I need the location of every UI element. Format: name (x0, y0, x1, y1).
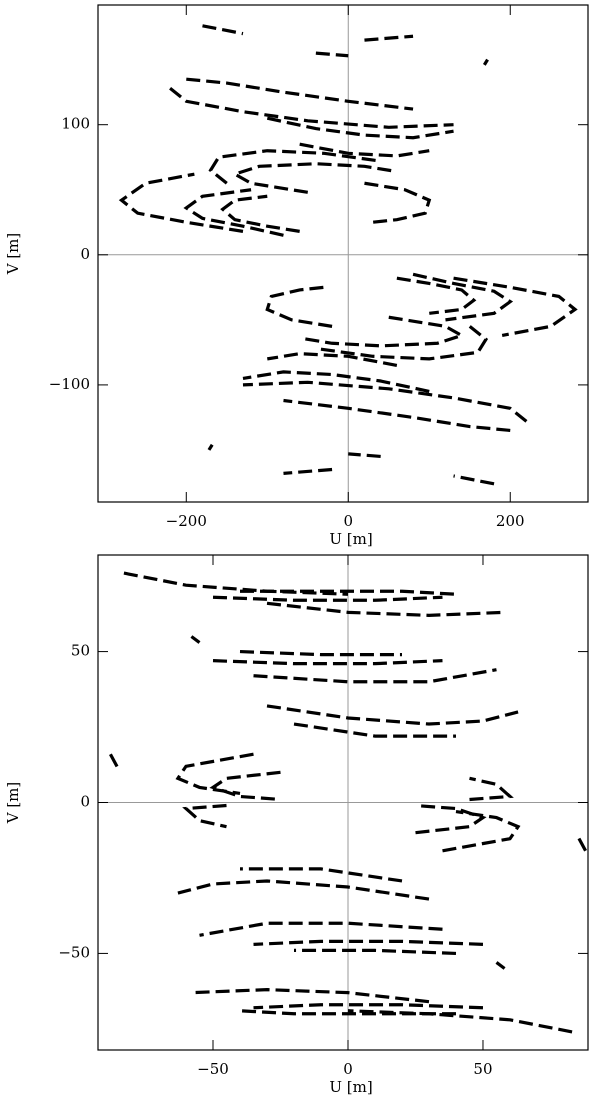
x-tick-label: 50 (473, 1060, 492, 1078)
uv-track (267, 352, 398, 367)
x-tick-label: 0 (343, 512, 353, 530)
uv-track (177, 879, 430, 901)
uv-track (453, 474, 495, 486)
uv-track (396, 276, 477, 315)
uv-track (266, 116, 454, 140)
uv-track (266, 601, 505, 617)
y-tick-label: 0 (80, 793, 90, 811)
uv-track (347, 1009, 573, 1034)
uv-track (242, 380, 528, 423)
y-axis-label: V [m] (4, 782, 22, 825)
uv-track (208, 149, 381, 185)
uv-track (175, 752, 254, 796)
uv-track (109, 753, 120, 771)
y-axis-label: V [m] (4, 233, 22, 276)
uv-track (265, 285, 333, 328)
y-tick-label: 0 (80, 245, 90, 263)
uv-track (293, 722, 456, 738)
uv-track (190, 635, 201, 644)
uv-track (315, 325, 489, 361)
uv-track (315, 51, 349, 58)
uv-track (169, 87, 454, 129)
plot-frame (97, 4, 589, 503)
uv-track (442, 809, 521, 853)
y-tick-label: 50 (71, 642, 90, 660)
uv-track (253, 1003, 484, 1010)
uv-track (230, 162, 398, 194)
uv-track (240, 589, 457, 596)
uv-track (186, 77, 414, 111)
uv-track (239, 1009, 456, 1016)
uv-track (469, 776, 514, 802)
uv-track (253, 939, 484, 946)
uv-track (283, 467, 333, 475)
uv-track (202, 24, 244, 36)
uv-track (182, 803, 227, 829)
uv-track (212, 595, 443, 602)
uv-track (207, 443, 214, 451)
x-tick-label: 200 (496, 512, 525, 530)
uv-track (364, 181, 432, 224)
y-tick-label: −50 (58, 943, 90, 961)
y-tick-label: −100 (49, 375, 90, 393)
uv-track (183, 188, 284, 237)
x-axis-label: U [m] (329, 530, 372, 548)
x-tick-label: −50 (197, 1060, 229, 1078)
x-tick-label: −200 (166, 512, 207, 530)
uv-track (453, 276, 578, 338)
uv-track (123, 571, 349, 596)
uv-track (348, 452, 381, 459)
uv-track (220, 194, 300, 233)
uv-track (191, 988, 430, 1004)
uv-track (199, 921, 443, 937)
y-tick-label: 100 (61, 115, 90, 133)
uv-track (299, 315, 466, 348)
uv-track (266, 704, 519, 726)
uv-track (239, 649, 402, 657)
x-axis-label: U [m] (329, 1078, 372, 1096)
uv-track (118, 172, 244, 233)
uv-track (482, 58, 489, 66)
uv-track (242, 370, 430, 393)
x-tick-label: 0 (343, 1060, 353, 1078)
uv-track (212, 659, 443, 666)
uv-track (412, 272, 514, 322)
uv-track (576, 834, 587, 852)
uv-track (253, 668, 497, 684)
uv-track (209, 770, 281, 802)
uv-track (240, 867, 403, 883)
uv-track (294, 948, 457, 956)
uv-track (283, 398, 511, 433)
uv-track (364, 34, 414, 42)
uv-track (415, 803, 487, 835)
uv-track (495, 961, 506, 970)
uv-track (299, 142, 430, 158)
